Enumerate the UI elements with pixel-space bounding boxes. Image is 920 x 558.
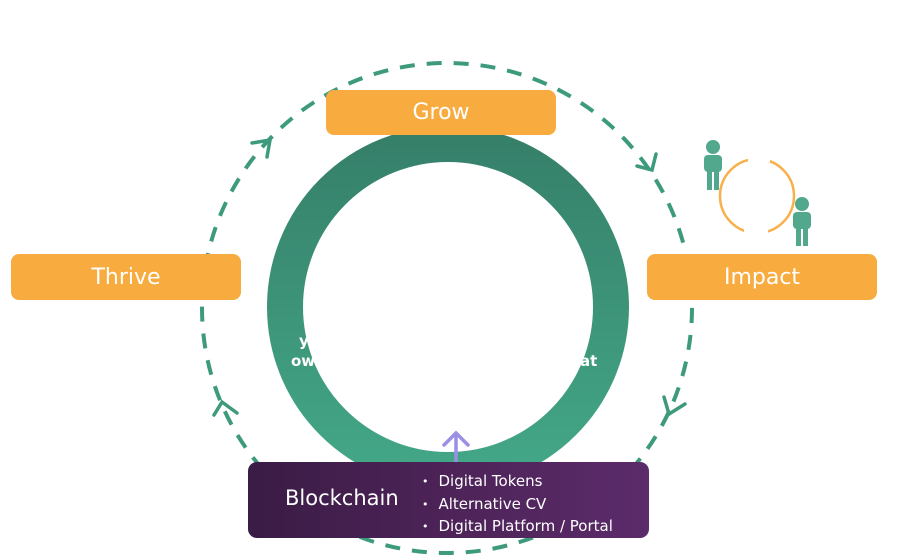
cycle-arrow-top-right (635, 152, 658, 173)
list-item: Alternative CV (422, 494, 613, 517)
cycle-arrow-top-left (250, 137, 273, 159)
blockchain-panel: Blockchain Digital Tokens Alternative CV… (248, 462, 649, 538)
person-icon (704, 140, 722, 190)
node-grow: Grow (326, 90, 556, 135)
list-item: Digital Tokens (422, 471, 613, 494)
inner-ring (267, 126, 629, 488)
ring-fragment-left-top: y (299, 332, 309, 350)
blockchain-list: Digital Tokens Alternative CV Digital Pl… (422, 471, 613, 539)
node-thrive: Thrive (11, 254, 241, 300)
node-grow-label: Grow (412, 100, 470, 125)
blockchain-title: Blockchain (285, 486, 399, 510)
person-icon (793, 197, 811, 246)
cycle-arrow-bottom-left (212, 399, 239, 417)
node-impact: Impact (647, 254, 877, 300)
cycle-arrow-bottom-right (662, 395, 687, 417)
ring-fragment-left-bottom: ow (291, 352, 316, 370)
exchange-cycle-icon (718, 157, 796, 235)
outer-dashed-cycle (200, 61, 694, 555)
arrow-up-icon (442, 430, 470, 465)
node-impact-label: Impact (723, 264, 801, 290)
node-thrive-label: Thrive (91, 264, 161, 290)
ring-fragment-right-bottom: at (580, 352, 598, 370)
list-item: Digital Platform / Portal (422, 516, 613, 539)
